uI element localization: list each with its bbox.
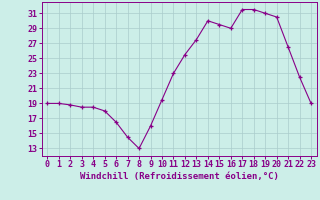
X-axis label: Windchill (Refroidissement éolien,°C): Windchill (Refroidissement éolien,°C) <box>80 172 279 181</box>
